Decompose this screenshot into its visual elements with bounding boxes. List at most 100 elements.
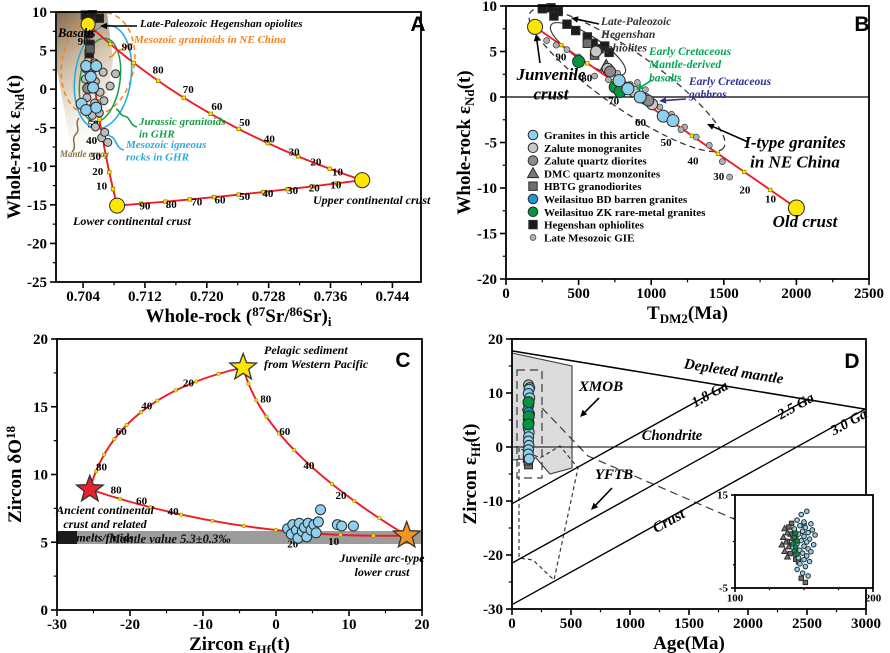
arrow-head (580, 409, 588, 417)
x-tick-label: 0 (502, 286, 510, 302)
curve-tick (117, 496, 122, 501)
legend-label: Zalute quartz diorites (544, 156, 647, 168)
x-tick-label: 10 (342, 617, 357, 633)
curve-tick (236, 192, 241, 197)
curve-tick (741, 169, 747, 175)
curve-tick (352, 499, 357, 504)
data-point (779, 533, 788, 541)
curve-tick (261, 189, 266, 195)
data-point (798, 575, 804, 581)
x-tick-label: 0.704 (66, 289, 100, 305)
annotation-text: A (410, 13, 425, 36)
data-point (621, 82, 635, 96)
curve-tick (216, 371, 221, 376)
text-part: (t) (4, 75, 25, 94)
annotation-text: I-type granites in NE China (743, 133, 846, 172)
curve-tick (163, 199, 168, 204)
annotation-line: 90 (139, 200, 151, 212)
sub: Nd (12, 93, 27, 110)
x-tick-label: -20 (120, 617, 140, 633)
annotation-text: YFTB (595, 467, 633, 483)
data-point (726, 173, 733, 181)
data-point (780, 524, 789, 532)
sub: Hf (468, 442, 483, 457)
curve-tick (107, 170, 112, 175)
annotation-line: 40 (168, 506, 180, 518)
annotation-text: Late-Paleozoic Hegenshan ophiolites (600, 16, 671, 54)
annotation-text: Lower continental crust (72, 214, 192, 228)
curve-tick-label: 40 (264, 133, 276, 145)
annotation-line: Early Cretaceous (648, 46, 732, 58)
data-point (797, 561, 803, 567)
arrow-head (659, 97, 667, 104)
curve-tick-label: 20 (739, 184, 751, 196)
data-point (677, 126, 685, 134)
annotation-line: 80 (166, 199, 178, 211)
annotation-line: Mantle value 5.3±0.3‰ (108, 532, 231, 546)
y-tick-label: -10 (477, 181, 497, 197)
data-point (794, 566, 800, 573)
leader-orange (108, 43, 134, 58)
x-tick-label: 1500 (674, 616, 704, 632)
data-point (798, 511, 805, 518)
mixing-curve-0 (88, 366, 244, 490)
sup: 87 (252, 304, 266, 319)
annotation-line: Ancient continental (55, 503, 154, 517)
sub: Hf (256, 642, 271, 653)
annotation-line: Mantle array (59, 149, 110, 159)
y-tick-label: -20 (483, 548, 503, 564)
legend-marker (528, 219, 538, 230)
data-point (522, 418, 535, 431)
annotation-line: 30 (713, 171, 725, 183)
curve-tick (139, 201, 144, 206)
data-point (570, 25, 581, 36)
annotation-line: Old crust (773, 212, 839, 231)
curve-tick (97, 117, 102, 122)
x-tick-label: 0 (272, 617, 280, 633)
data-point (310, 527, 322, 539)
curve-tick-label: 80 (153, 65, 165, 77)
data-point (604, 65, 617, 78)
curve-tick-label: 40 (303, 460, 315, 472)
curve-tick (309, 464, 314, 469)
annotation-line: 90 (555, 52, 567, 64)
curve-tick-label: 70 (191, 197, 203, 209)
series-granites-in-this-article (75, 60, 103, 116)
endmember-lower-continental-crust (109, 197, 126, 214)
crust-3.0ga-line (511, 408, 867, 606)
annotation-text: Mesozoic igneous rocks in GHR (125, 139, 206, 164)
curve-tick (236, 126, 241, 132)
curve-tick (194, 379, 199, 384)
y-tick-label: 0 (40, 82, 48, 98)
curve-tick (187, 197, 192, 202)
data-point (103, 137, 113, 147)
y-tick-label: 10 (33, 468, 48, 484)
data-point (563, 46, 571, 53)
curve-tick-label: 30 (287, 185, 299, 197)
curve-tick (264, 414, 269, 419)
text-part: Age(Ma) (653, 633, 725, 653)
data-point (549, 11, 559, 21)
data-point (90, 60, 103, 72)
sub: i (328, 314, 332, 329)
data-point (98, 67, 108, 77)
data-point (666, 114, 680, 128)
data-point (111, 69, 121, 79)
panel-C: 80 60 40 20 80 60 40 20 80 60 40 20 10 Pelagic sedime… (3, 332, 430, 653)
annotation-line: 60 (279, 426, 291, 438)
plot-frame (511, 338, 867, 610)
curve-tick-label: 40 (86, 135, 98, 147)
annotation-line: Early Cretaceous (688, 76, 772, 88)
annotation-text: Chondrite (642, 428, 703, 444)
line-2.5ga (511, 398, 808, 564)
data-point (808, 548, 814, 555)
y-axis-title: Whole-rock εNd(t) (454, 70, 477, 214)
curve-tick-label: 40 (688, 155, 700, 167)
annotation-line: from Western Pacific (264, 357, 369, 371)
endmember-upper-continental-crust (354, 172, 371, 189)
data-point (605, 76, 612, 84)
curve-tick-label: 60 (116, 426, 128, 438)
x-axis-title: Zircon εHf(t) (189, 634, 290, 653)
